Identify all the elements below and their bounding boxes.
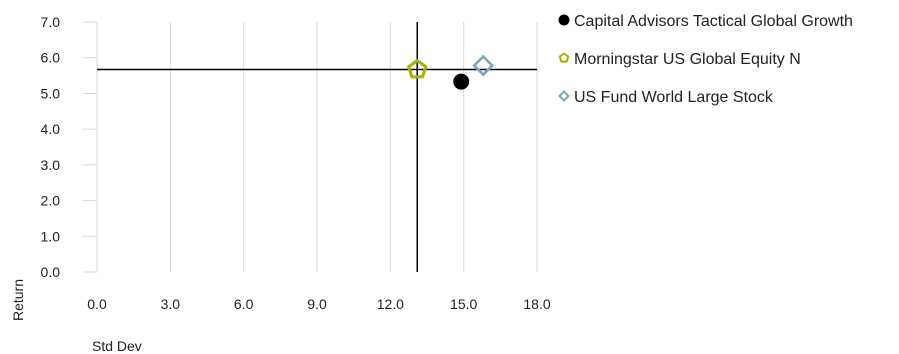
- y-tick-label: 1.0: [41, 228, 61, 244]
- x-tick-label: 3.0: [161, 296, 181, 312]
- y-tick-label: 5.0: [41, 85, 61, 101]
- y-tick-label: 2.0: [41, 193, 61, 209]
- x-tick-label: 9.0: [307, 296, 327, 312]
- legend-label: Morningstar US Global Equity N: [574, 51, 801, 68]
- legend-item: US Fund World Large Stock: [558, 89, 774, 106]
- legend: Capital Advisors Tactical Global Growth M…: [558, 13, 853, 106]
- x-tick-label: 0.0: [87, 296, 107, 312]
- data-point-pentagon: [407, 58, 428, 79]
- data-point-diamond: [472, 54, 495, 77]
- data-points: [407, 54, 495, 90]
- legend-marker-diamond: [558, 90, 570, 102]
- legend-item: Capital Advisors Tactical Global Growth: [558, 13, 853, 30]
- x-tick-label: 15.0: [450, 296, 477, 312]
- x-tick-label: 18.0: [523, 296, 550, 312]
- y-tick-label: 0.0: [41, 264, 61, 280]
- legend-label: Capital Advisors Tactical Global Growth: [574, 13, 853, 30]
- legend-label: US Fund World Large Stock: [574, 89, 774, 106]
- y-tick-label: 4.0: [41, 121, 61, 137]
- y-tick-label: 6.0: [41, 50, 61, 66]
- y-tick-label: 3.0: [41, 157, 61, 173]
- legend-marker-pentagon: [558, 52, 570, 63]
- tick-labels: 0.0 3.0 6.0 9.0 12.0 15.0 18.0 0.0 1.0 2.0 3.0 4.0 5…: [41, 14, 551, 312]
- legend-item: Morningstar US Global Equity N: [558, 51, 801, 68]
- x-tick-label: 12.0: [377, 296, 404, 312]
- grid-layer: [83, 21, 538, 273]
- y-axis-label: Return: [10, 279, 26, 321]
- crosshair: [97, 22, 537, 272]
- legend-marker-circle: [558, 14, 570, 26]
- x-axis-label: Std Dev: [92, 338, 142, 354]
- y-tick-label: 7.0: [41, 14, 61, 30]
- x-tick-label: 6.0: [234, 296, 254, 312]
- data-point-circle: [453, 73, 470, 90]
